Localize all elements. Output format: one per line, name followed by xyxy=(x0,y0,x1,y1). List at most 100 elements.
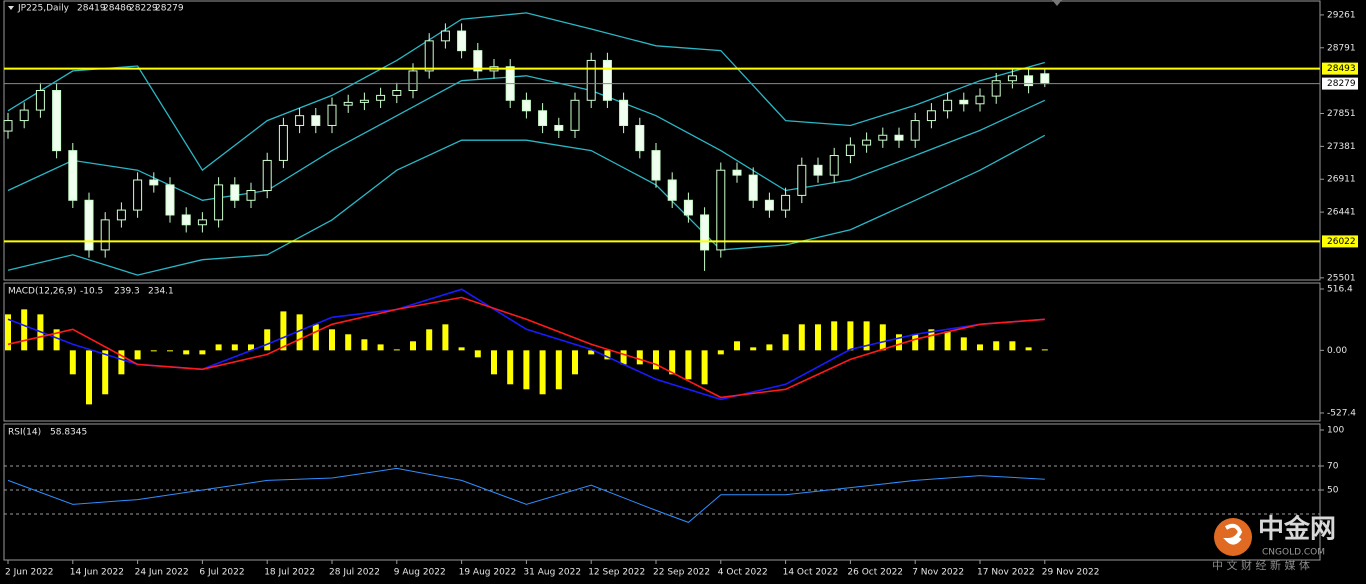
macd-bar xyxy=(1009,341,1016,351)
macd-bar xyxy=(669,350,676,375)
candle-body xyxy=(311,115,321,126)
candle-body xyxy=(586,59,596,101)
header-ohlc: 28486 xyxy=(103,4,132,14)
candle-body xyxy=(295,115,305,126)
y-tick-label: 29261 xyxy=(1327,10,1356,20)
y-tick-label: 25501 xyxy=(1327,273,1356,283)
candle-body xyxy=(246,189,256,201)
macd-bar xyxy=(118,350,125,375)
candle-body xyxy=(764,199,774,211)
candle-body xyxy=(667,179,677,201)
x-tick-label: 19 Aug 2022 xyxy=(459,568,517,578)
y-tick-label: -527.4 xyxy=(1327,408,1356,418)
candle-body xyxy=(359,99,369,103)
macd-bar xyxy=(86,350,92,405)
candle-body xyxy=(197,219,207,226)
y-tick-label: 26911 xyxy=(1327,175,1356,185)
y-tick-label: 50 xyxy=(1327,486,1339,496)
shift-marker xyxy=(1052,0,1062,6)
indicator-readout: 58.8345 xyxy=(50,428,87,438)
candle-body xyxy=(181,214,191,226)
candle-body xyxy=(262,159,272,191)
watermark: 中金网 CNGOLD.COM 中 文 财 经 新 媒 体 xyxy=(1212,514,1336,573)
y-tick-label: 27381 xyxy=(1327,142,1356,152)
macd-bar xyxy=(199,350,206,355)
candle-body xyxy=(959,99,969,105)
macd-bar xyxy=(442,324,449,351)
macd-bar xyxy=(766,344,773,351)
candle-body xyxy=(392,90,402,96)
macd-bar xyxy=(1041,349,1048,351)
macd-bar xyxy=(150,350,157,352)
macd-bar xyxy=(815,324,821,351)
y-tick-label: 516.4 xyxy=(1327,285,1353,295)
x-tick-label: 6 Jul 2022 xyxy=(199,568,244,578)
y-tick-label: 70 xyxy=(1327,462,1339,472)
macd-bar xyxy=(296,314,303,351)
candle-body xyxy=(84,199,94,251)
candle-body xyxy=(1007,75,1017,82)
indicator-title: MACD(12,26,9) xyxy=(8,287,76,297)
x-tick-label: 9 Aug 2022 xyxy=(394,568,446,578)
macd-bar xyxy=(215,344,222,351)
candle-body xyxy=(716,169,726,251)
bollinger-middle xyxy=(7,75,1046,201)
logo-mark xyxy=(1223,523,1243,545)
candle-body xyxy=(1024,75,1034,87)
macd-bar xyxy=(539,350,546,395)
macd-bar xyxy=(572,350,578,375)
menu-arrow xyxy=(8,6,14,10)
macd-bar xyxy=(685,350,692,380)
candle-body xyxy=(538,110,548,126)
macd-bar xyxy=(977,344,983,351)
candle-body xyxy=(943,99,953,112)
candle-body xyxy=(894,134,904,141)
y-tick-label: 27851 xyxy=(1327,109,1356,119)
current-price-label: 28279 xyxy=(1327,79,1356,89)
candle-body xyxy=(975,95,985,105)
macd-bar xyxy=(734,341,740,351)
indicator-title: RSI(14) xyxy=(8,428,41,438)
macd-line xyxy=(7,296,1045,399)
candle-body xyxy=(1040,73,1050,85)
macd-bar xyxy=(896,334,902,351)
candle-body xyxy=(926,110,936,122)
macd-bar xyxy=(491,350,497,375)
macd-bar xyxy=(993,341,1000,351)
x-tick-label: 28 Jul 2022 xyxy=(329,568,380,578)
macd-bar xyxy=(912,334,919,351)
candle-body xyxy=(700,214,710,251)
candle-body xyxy=(424,40,434,72)
candle-body xyxy=(68,150,78,201)
macd-bar xyxy=(183,350,190,355)
watermark-brand: 中金网 xyxy=(1258,514,1336,545)
macd-bar xyxy=(555,350,562,390)
y-tick-label: 26441 xyxy=(1327,208,1356,218)
macd-bar xyxy=(474,350,481,358)
candle-body xyxy=(521,99,531,112)
candle-body xyxy=(683,199,693,216)
indicator-readout: 234.1 xyxy=(148,287,174,297)
x-tick-label: 14 Oct 2022 xyxy=(783,568,839,578)
candle-body xyxy=(149,179,159,186)
macd-bar xyxy=(523,350,530,390)
macd-bar xyxy=(410,341,416,351)
macd-bar xyxy=(717,350,724,355)
macd-bar xyxy=(231,344,238,351)
macd-bar xyxy=(928,329,935,351)
macd-bar xyxy=(847,321,854,351)
macd-bar xyxy=(879,324,886,351)
header-ohlc: 28279 xyxy=(155,4,184,14)
candle-body xyxy=(100,219,110,251)
candle-body xyxy=(732,169,742,176)
candle-body xyxy=(214,184,224,221)
x-tick-label: 29 Nov 2022 xyxy=(1042,568,1100,578)
macd-bar xyxy=(653,350,659,370)
macd-pane xyxy=(3,282,1321,422)
macd-bar xyxy=(345,334,352,351)
x-tick-label: 17 Nov 2022 xyxy=(977,568,1035,578)
macd-bar xyxy=(426,329,433,351)
level-label: 26022 xyxy=(1327,237,1356,247)
macd-bar xyxy=(620,350,627,365)
